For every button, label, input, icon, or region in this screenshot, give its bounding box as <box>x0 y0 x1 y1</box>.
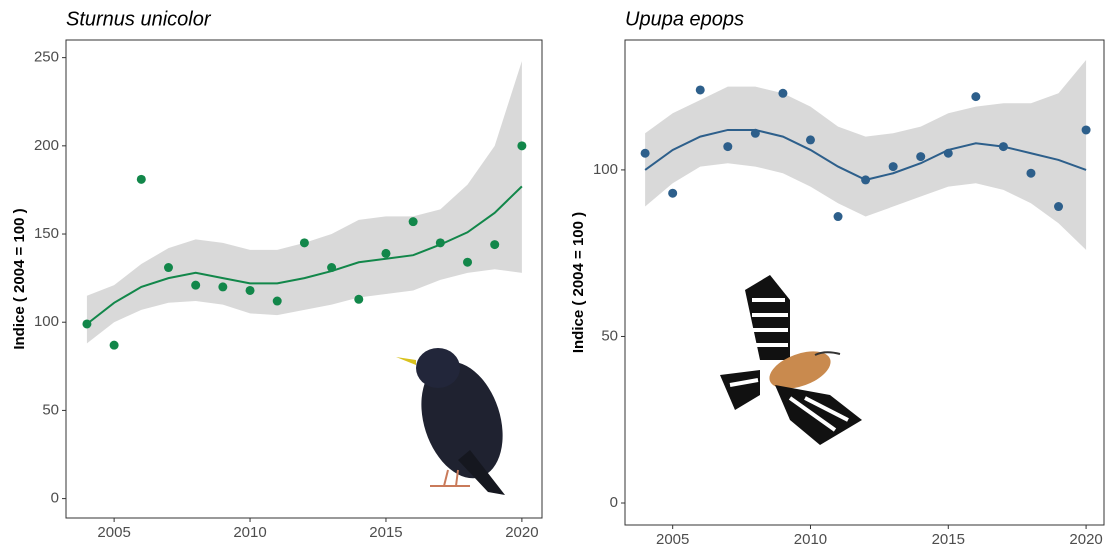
x-tick-label: 2010 <box>233 524 266 541</box>
chart-title: Sturnus unicolor <box>66 8 212 30</box>
data-point <box>463 257 473 267</box>
data-point <box>861 175 871 185</box>
data-point <box>1054 202 1064 212</box>
y-tick-label: 250 <box>34 49 59 66</box>
confidence-ribbon <box>645 59 1087 250</box>
y-tick-label: 0 <box>610 494 618 511</box>
chart-title: Upupa epops <box>625 8 744 30</box>
data-point <box>1026 168 1036 178</box>
data-point <box>218 282 228 292</box>
confidence-ribbon <box>86 61 522 344</box>
data-point <box>916 152 926 162</box>
data-point <box>778 88 788 98</box>
plot-frame <box>624 39 1105 526</box>
data-point <box>668 188 678 198</box>
data-point <box>833 212 843 222</box>
data-point <box>750 128 760 138</box>
x-tick-label: 2020 <box>1069 531 1102 547</box>
data-point <box>136 174 146 184</box>
data-point <box>695 85 705 95</box>
x-tick-label: 2015 <box>369 524 402 541</box>
x-tick-label: 2020 <box>505 524 538 541</box>
y-tick-label: 100 <box>34 313 59 330</box>
data-point <box>805 135 815 145</box>
x-tick-label: 2005 <box>656 531 689 547</box>
x-tick-label: 2015 <box>932 531 965 547</box>
x-tick-label: 2005 <box>97 524 130 541</box>
data-point <box>640 148 650 158</box>
y-tick-label: 0 <box>51 490 59 507</box>
data-point <box>245 285 255 295</box>
data-point <box>517 141 527 151</box>
y-axis-label: Indice ( 2004 = 100 ) <box>11 208 28 349</box>
data-point <box>82 319 92 329</box>
data-point <box>272 296 282 306</box>
y-tick-label: 50 <box>601 327 618 344</box>
hoopoe-illustration <box>720 275 862 445</box>
y-tick-label: 200 <box>34 137 59 154</box>
data-point <box>408 217 418 227</box>
data-point <box>723 142 733 152</box>
y-tick-label: 150 <box>34 225 59 242</box>
y-tick-label: 50 <box>42 401 59 418</box>
data-point <box>381 248 391 258</box>
y-tick-label: 100 <box>593 161 618 178</box>
trend-line <box>86 185 523 325</box>
data-point <box>943 148 953 158</box>
data-point <box>971 92 981 102</box>
data-point <box>435 238 445 248</box>
data-point <box>327 263 337 273</box>
data-point <box>109 340 119 350</box>
data-point <box>299 238 309 248</box>
starling-illustration <box>396 348 505 495</box>
data-point <box>1081 125 1091 135</box>
x-tick-label: 2010 <box>794 531 827 547</box>
data-point <box>490 240 500 250</box>
data-point <box>354 294 364 304</box>
data-point <box>191 280 201 290</box>
data-point <box>998 142 1008 152</box>
data-point <box>888 162 898 172</box>
y-axis-label: Indice ( 2004 = 100 ) <box>570 212 587 353</box>
plot-frame <box>65 39 543 519</box>
data-point <box>163 263 173 273</box>
